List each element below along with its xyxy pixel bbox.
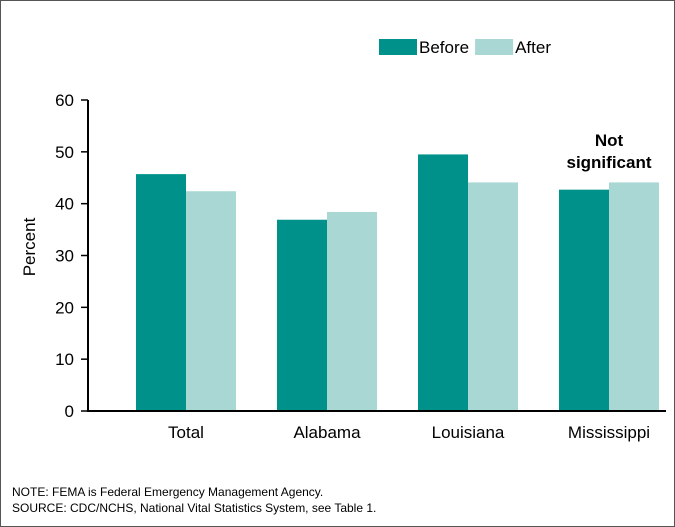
- legend-swatch-before: [379, 39, 417, 55]
- x-tick-labels: Total Alabama Louisiana Mississippi: [168, 423, 650, 442]
- legend-label-before: Before: [419, 38, 469, 57]
- bar-before-alabama: [277, 219, 327, 411]
- legend-label-after: After: [515, 38, 551, 57]
- bar-after-mississippi: [609, 182, 659, 411]
- y-tick-label-40: 40: [55, 195, 74, 214]
- y-tick-label-60: 60: [55, 91, 74, 110]
- bar-before-mississippi: [559, 189, 609, 411]
- source-text: SOURCE: CDC/NCHS, National Vital Statist…: [12, 501, 377, 515]
- y-tick-label-10: 10: [55, 350, 74, 369]
- legend-swatch-after: [475, 39, 514, 55]
- annotations: Not significant: [566, 131, 651, 172]
- y-tick-label-20: 20: [55, 298, 74, 317]
- note-text: NOTE: FEMA is Federal Emergency Manageme…: [12, 485, 324, 499]
- bar-chart: Before After 0 10 20 30 40 50 60 Total Alabama Lo…: [20, 38, 666, 442]
- y-tick-label-50: 50: [55, 143, 74, 162]
- y-ticks: 0 10 20 30 40 50 60: [55, 91, 88, 421]
- bar-before-louisiana: [418, 154, 468, 412]
- bars: [136, 154, 659, 412]
- bar-after-alabama: [327, 211, 377, 411]
- y-axis-label: Percent: [20, 217, 39, 276]
- x-tick-label-total: Total: [168, 423, 204, 442]
- x-tick-label-mississippi: Mississippi: [568, 423, 650, 442]
- bar-after-louisiana: [468, 182, 518, 411]
- y-tick-label-0: 0: [65, 402, 74, 421]
- annotation-mississippi: Not significant: [566, 131, 651, 172]
- x-tick-label-alabama: Alabama: [293, 423, 361, 442]
- bar-before-total: [136, 174, 186, 411]
- legend: Before After: [379, 38, 551, 57]
- y-tick-label-30: 30: [55, 247, 74, 266]
- bar-after-total: [186, 191, 236, 411]
- x-tick-label-louisiana: Louisiana: [432, 423, 505, 442]
